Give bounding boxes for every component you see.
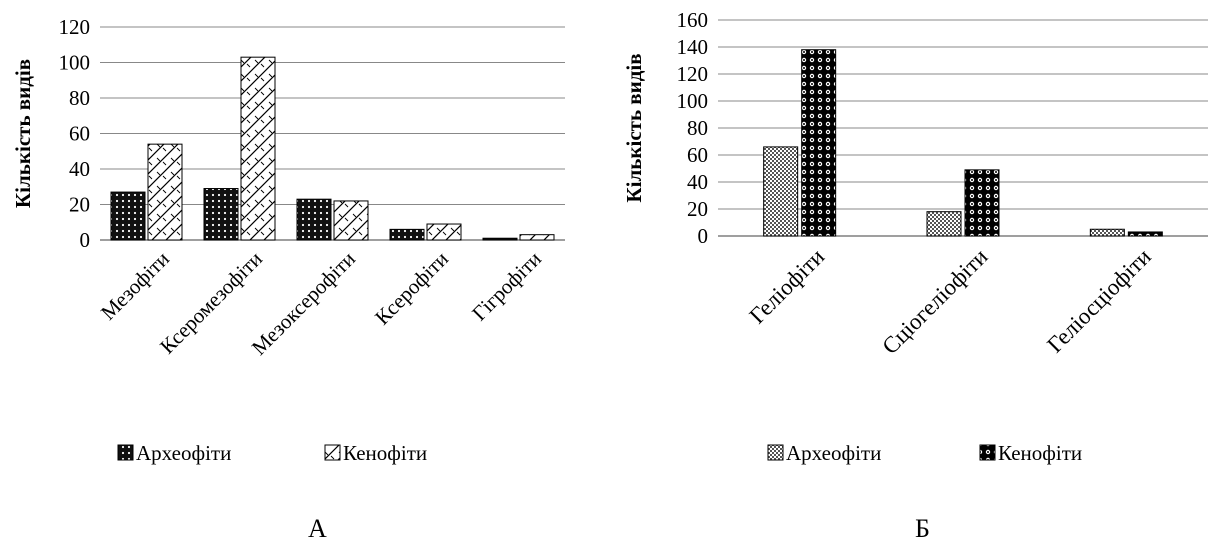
x-tick-label: Геліофіти	[745, 244, 830, 329]
y-tick-label: 140	[677, 35, 709, 59]
legend-label: Кенофіти	[343, 441, 427, 465]
chart-a: 0 20 40 60 80 100 120 Кількість видів Мезофіти Кс…	[11, 15, 565, 465]
y-tick-label: 120	[677, 62, 709, 86]
y-tick-label: 0	[698, 224, 709, 248]
y-tick-label: 100	[677, 89, 709, 113]
y-tick-label: 80	[69, 86, 90, 110]
y-tick-label: 160	[677, 8, 709, 32]
bar-archaeophytes	[482, 237, 518, 241]
bar-kenophytes	[801, 49, 837, 237]
bar-kenophytes	[333, 200, 369, 241]
legend-swatch	[767, 444, 784, 461]
y-tick-label: 0	[80, 228, 91, 252]
y-tick-label: 40	[69, 157, 90, 181]
bar-kenophytes	[240, 56, 276, 241]
y-tick-label: 60	[687, 143, 708, 167]
bar-kenophytes	[964, 169, 1000, 237]
bar-archaeophytes	[296, 198, 332, 241]
y-tick-label: 80	[687, 116, 708, 140]
x-tick-label: Геліосціофіти	[1042, 244, 1156, 358]
legend-label: Археофіти	[786, 441, 881, 465]
x-tick-label: Сціогеліофіти	[877, 244, 992, 359]
bar-archaeophytes	[763, 146, 799, 237]
y-axis-label: Кількість видів	[622, 53, 646, 202]
bar-kenophytes	[1127, 231, 1163, 237]
legend-label: Кенофіти	[998, 441, 1082, 465]
panel-label-a: А	[308, 514, 327, 543]
legend-swatch	[979, 444, 996, 461]
x-tick-label: Гігрофіти	[467, 247, 546, 326]
legend-swatch	[324, 444, 341, 461]
y-tick-label: 120	[59, 15, 91, 39]
bar-kenophytes	[519, 234, 555, 241]
legend-swatch	[117, 444, 134, 461]
y-tick-label: 60	[69, 122, 90, 146]
bar-kenophytes	[147, 143, 183, 241]
y-axis-label: Кількість видів	[11, 59, 35, 208]
chart-b: 0 20 40 60 80 100 120 140 160 Кількість видів Гелі…	[622, 8, 1208, 465]
legend-label: Археофіти	[136, 441, 231, 465]
x-tick-label: Мезофіти	[96, 247, 174, 325]
bar-archaeophytes	[389, 228, 425, 241]
bar-archaeophytes	[1089, 228, 1125, 237]
bar-archaeophytes	[110, 191, 146, 241]
panel-label-b: Б	[915, 514, 930, 543]
y-tick-label: 20	[69, 193, 90, 217]
y-tick-label: 20	[687, 197, 708, 221]
bar-archaeophytes	[203, 188, 239, 241]
x-tick-label: Ксерофіти	[370, 247, 453, 330]
y-tick-label: 40	[687, 170, 708, 194]
y-tick-label: 100	[59, 51, 91, 75]
bar-archaeophytes	[926, 211, 962, 237]
bar-kenophytes	[426, 223, 462, 241]
